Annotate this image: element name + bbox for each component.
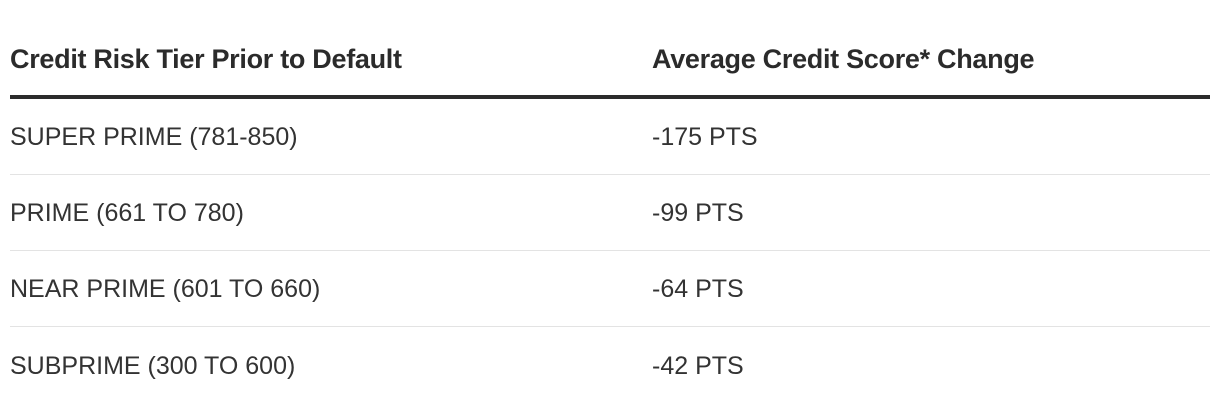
risk-tier-cell: NEAR PRIME (601 TO 660) (10, 275, 321, 303)
table-row: SUPER PRIME (781-850) -175 PTS (10, 99, 1210, 175)
table-header-row: Credit Risk Tier Prior to Default Averag… (10, 0, 1210, 99)
risk-tier-cell: PRIME (661 TO 780) (10, 199, 244, 227)
score-change-cell: -42 PTS (652, 351, 744, 380)
column-header-risk-tier: Credit Risk Tier Prior to Default (10, 44, 402, 74)
column-header-score-change: Average Credit Score* Change (652, 44, 1035, 74)
score-change-cell: -99 PTS (652, 199, 744, 227)
risk-tier-cell: SUBPRIME (300 TO 600) (10, 351, 296, 380)
score-change-cell: -175 PTS (652, 123, 758, 151)
credit-score-table: Credit Risk Tier Prior to Default Averag… (10, 0, 1210, 403)
score-change-cell: -64 PTS (652, 275, 744, 303)
risk-tier-cell: SUPER PRIME (781-850) (10, 123, 298, 151)
table-row: PRIME (661 TO 780) -99 PTS (10, 175, 1210, 251)
table-row: SUBPRIME (300 TO 600) -42 PTS (10, 327, 1210, 403)
table-row: NEAR PRIME (601 TO 660) -64 PTS (10, 251, 1210, 327)
